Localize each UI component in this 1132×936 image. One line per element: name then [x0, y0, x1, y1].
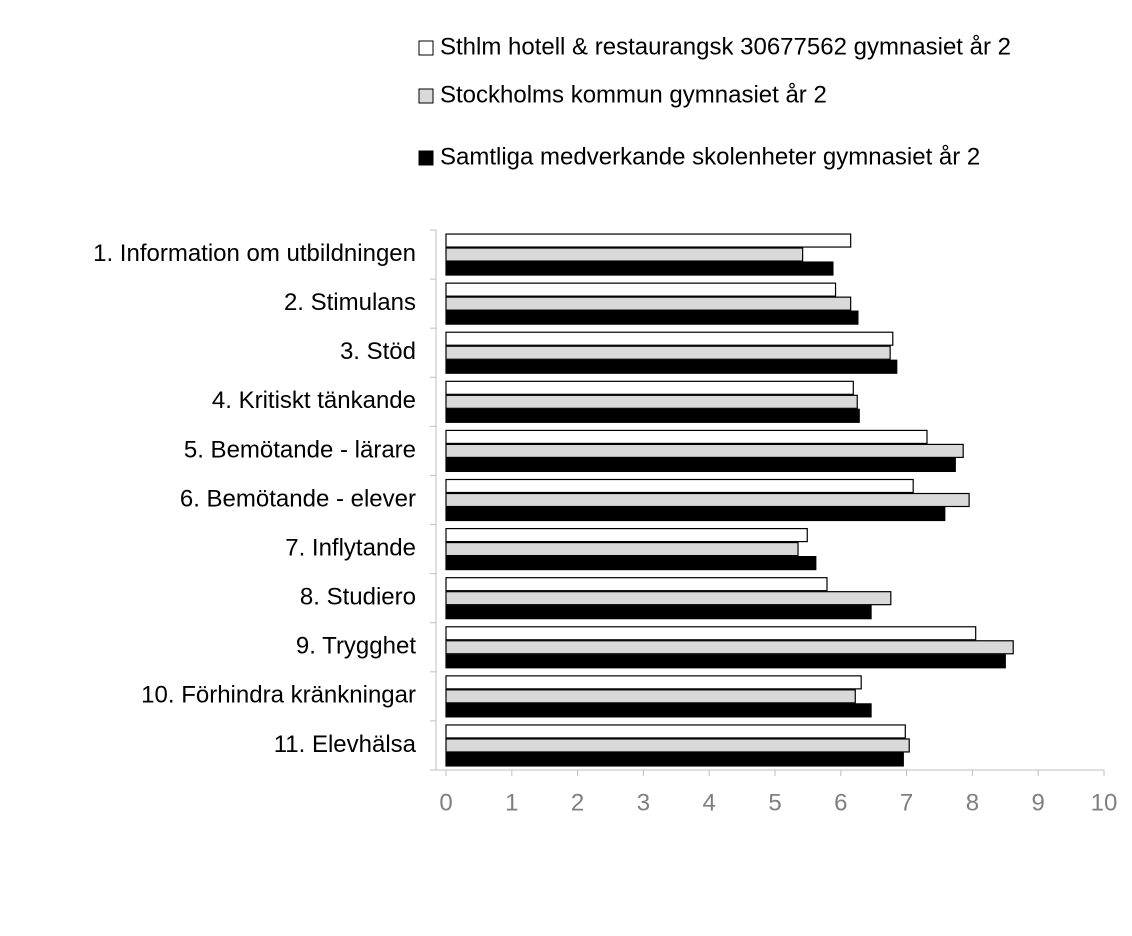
category-label: 7. Inflytande — [285, 534, 416, 561]
legend-swatch — [418, 150, 434, 166]
category-label: 2. Stimulans — [284, 289, 416, 316]
bar — [445, 591, 892, 606]
x-tick-label: 10 — [1091, 789, 1118, 816]
x-tick-label: 0 — [439, 789, 452, 816]
x-tick-label: 3 — [637, 789, 650, 816]
bar — [445, 506, 946, 522]
bar — [445, 703, 872, 718]
x-tick-label: 1 — [505, 789, 518, 816]
x-tick-label: 2 — [571, 789, 584, 816]
bar — [445, 654, 1006, 669]
bar — [445, 724, 906, 739]
bar — [445, 345, 891, 360]
legend-swatch — [418, 40, 434, 56]
bar — [445, 555, 817, 571]
bar — [445, 577, 828, 592]
bar — [445, 752, 904, 767]
bar — [445, 233, 852, 248]
bar — [445, 310, 859, 325]
bar — [445, 738, 910, 753]
category-label: 3. Stöd — [340, 338, 416, 365]
x-tick-label: 4 — [703, 789, 716, 816]
bar — [445, 394, 858, 409]
bar — [445, 296, 852, 311]
bar — [445, 640, 1014, 655]
legend-label: Samtliga medverkande skolenheter gymnasi… — [440, 143, 980, 170]
category-label: 6. Bemötande - elever — [180, 485, 416, 512]
bar — [445, 492, 970, 508]
bar — [445, 457, 956, 473]
bar — [445, 626, 977, 641]
category-label: 8. Studiero — [300, 584, 416, 611]
category-label: 5. Bemötande - lärare — [184, 436, 416, 463]
x-tick-label: 8 — [966, 789, 979, 816]
category-label: 4. Kritiskt tänkande — [212, 387, 416, 414]
bar — [445, 689, 856, 704]
bar — [445, 527, 808, 543]
bar — [445, 408, 860, 423]
bar — [445, 359, 898, 374]
legend-label: Sthlm hotell & restaurangsk 30677562 gym… — [440, 33, 1011, 60]
bar — [445, 675, 862, 690]
bar — [445, 331, 894, 346]
bar — [445, 478, 914, 494]
category-label: 11. Elevhälsa — [274, 731, 417, 758]
x-tick-label: 9 — [1032, 789, 1045, 816]
bar — [445, 443, 964, 459]
legend-label: Stockholms kommun gymnasiet år 2 — [440, 81, 827, 108]
legend-swatch — [418, 88, 434, 104]
category-label: 1. Information om utbildningen — [93, 240, 416, 267]
bar — [445, 247, 804, 262]
x-tick-label: 7 — [900, 789, 913, 816]
category-label: 9. Trygghet — [296, 633, 416, 660]
bar — [445, 380, 854, 395]
bar — [445, 282, 837, 297]
bar — [445, 541, 799, 557]
x-tick-label: 6 — [834, 789, 847, 816]
bar — [445, 605, 872, 620]
bar — [445, 261, 834, 276]
category-label: 10. Förhindra kränkningar — [141, 682, 416, 709]
bar — [445, 429, 928, 445]
x-tick-label: 5 — [768, 789, 781, 816]
